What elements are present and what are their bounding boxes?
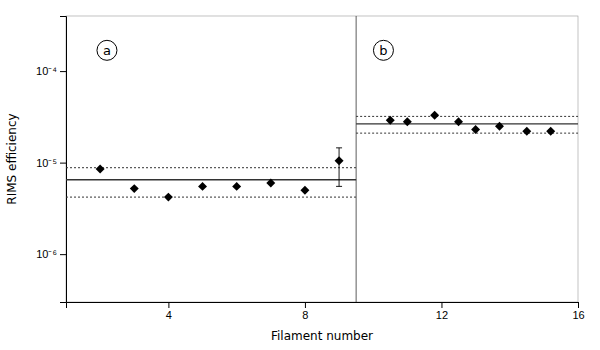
point bbox=[430, 111, 439, 120]
point bbox=[403, 117, 412, 126]
error-bar-part bbox=[336, 147, 342, 148]
x-tick-label: 8 bbox=[302, 309, 308, 321]
x-tick: 8 bbox=[302, 302, 308, 321]
series bbox=[96, 165, 310, 202]
point bbox=[471, 125, 480, 134]
y-tick: 10⁻⁵ bbox=[36, 157, 66, 169]
y-tick-label: 10⁻⁴ bbox=[36, 65, 57, 77]
point bbox=[266, 178, 275, 187]
point bbox=[454, 117, 463, 126]
point bbox=[522, 127, 531, 136]
chart: 4 8 12 16 10⁻⁶ 10⁻⁵ 10⁻⁴ Filament number RIMS ef… bbox=[0, 0, 600, 350]
point bbox=[300, 186, 309, 195]
mean-line bbox=[66, 179, 356, 180]
y-tick-mark bbox=[60, 254, 66, 255]
panel-label: b bbox=[379, 43, 387, 58]
error-bar-part bbox=[339, 148, 340, 187]
x-axis-title: Filament number bbox=[271, 329, 373, 343]
x-tick: 16 bbox=[572, 302, 584, 321]
series bbox=[335, 148, 344, 187]
panel-label-circle bbox=[97, 40, 117, 60]
point bbox=[495, 122, 504, 131]
plot-frame bbox=[66, 16, 578, 302]
plot-area bbox=[66, 16, 578, 302]
x-tick-label: 12 bbox=[436, 309, 448, 321]
point bbox=[130, 184, 139, 193]
y-axis-title: RIMS efficiency bbox=[5, 113, 19, 204]
x-axis: 4 8 12 16 bbox=[67, 302, 585, 321]
y-tick-mark bbox=[60, 163, 66, 164]
error-bar-part bbox=[336, 186, 342, 187]
y-tick-label: 10⁻⁵ bbox=[36, 157, 57, 169]
divider-line bbox=[356, 16, 357, 302]
point bbox=[164, 193, 173, 202]
point bbox=[386, 116, 395, 125]
point bbox=[546, 127, 555, 136]
x-tick: 4 bbox=[166, 302, 172, 321]
range-line bbox=[66, 167, 356, 168]
y-tick-mark bbox=[60, 71, 66, 72]
panel-label-circle bbox=[373, 40, 393, 60]
x-tick-mark bbox=[578, 302, 579, 308]
point bbox=[96, 165, 105, 174]
y-tick: 10⁻⁶ bbox=[36, 248, 66, 260]
y-tick: 10⁻⁴ bbox=[36, 65, 66, 77]
point bbox=[335, 156, 344, 165]
x-tick-mark bbox=[441, 302, 442, 308]
range-line bbox=[66, 197, 356, 198]
y-axis-line bbox=[60, 17, 67, 303]
point bbox=[198, 182, 207, 191]
series bbox=[386, 111, 555, 136]
point bbox=[232, 182, 241, 191]
x-tick-label: 16 bbox=[572, 309, 584, 321]
x-axis-line bbox=[67, 303, 579, 309]
y-axis: 10⁻⁶ 10⁻⁵ 10⁻⁴ bbox=[36, 17, 66, 303]
x-tick-mark bbox=[168, 302, 169, 308]
x-tick-mark bbox=[305, 302, 306, 308]
error-bar bbox=[336, 148, 342, 187]
panel-label: a bbox=[103, 43, 111, 58]
x-tick: 12 bbox=[436, 302, 448, 321]
range-line bbox=[356, 133, 578, 134]
x-tick-label: 4 bbox=[166, 309, 172, 321]
y-tick-label: 10⁻⁶ bbox=[36, 248, 57, 260]
